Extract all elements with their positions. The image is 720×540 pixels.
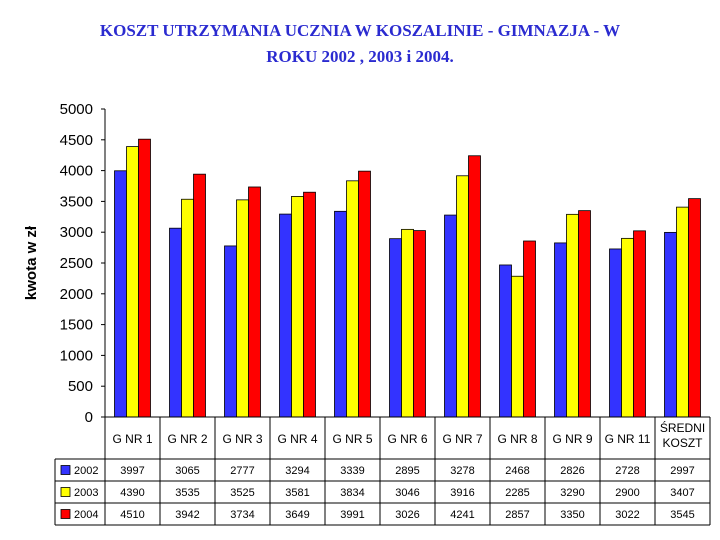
table-cell-value: 3942 <box>175 509 199 521</box>
bar-2004 <box>193 173 206 418</box>
table-cell-value: 3834 <box>340 487 364 499</box>
table-cell-value: 3022 <box>615 509 639 521</box>
bar-2003 <box>181 198 194 418</box>
bar-2004 <box>468 155 481 418</box>
table-cell-value: 2997 <box>670 465 694 477</box>
category-label: G NR 3 <box>222 432 262 446</box>
bar-2004 <box>523 240 536 418</box>
category-label: G NR 5 <box>332 432 372 446</box>
y-tick-label: 1000 <box>60 347 93 364</box>
category-label: G NR 9 <box>552 432 592 446</box>
legend-swatch-2004 <box>60 509 71 519</box>
table-cell-value: 3997 <box>120 465 144 477</box>
table-cell-value: 2900 <box>615 487 639 499</box>
table-cell-value: 3278 <box>450 465 474 477</box>
bar-2004 <box>578 210 591 418</box>
table-cell-value: 3734 <box>230 509 254 521</box>
category-label: G NR 8 <box>497 432 537 446</box>
bar-2002 <box>664 231 677 418</box>
bar-2002 <box>389 238 402 418</box>
bar-2003 <box>126 146 139 418</box>
table-cell-value: 2895 <box>395 465 419 477</box>
table-cell-value: 4390 <box>120 487 144 499</box>
bar-2004 <box>248 186 261 418</box>
bar-2002 <box>114 170 127 418</box>
table-cell-value: 2777 <box>230 465 254 477</box>
table-cell-value: 4510 <box>120 509 144 521</box>
table-cell-value: 3046 <box>395 487 419 499</box>
bar-2003 <box>401 228 414 418</box>
table-cell-value: 3545 <box>670 509 694 521</box>
y-tick-label: 1500 <box>60 317 93 334</box>
table-cell-value: 2728 <box>615 465 639 477</box>
table-cell-value: 3339 <box>340 465 364 477</box>
y-tick-label: 500 <box>68 378 93 395</box>
table-cell-value: 3581 <box>285 487 309 499</box>
legend-label: 2002 <box>74 465 98 477</box>
y-tick-label: 2000 <box>60 286 93 303</box>
table-cell-value: 3525 <box>230 487 254 499</box>
bar-2003 <box>456 175 469 418</box>
category-label: G NR 11 <box>605 432 651 446</box>
table-cell-value: 3991 <box>340 509 364 521</box>
table-cell-value: 3407 <box>670 487 694 499</box>
y-axis-label: kwota w zł <box>23 225 40 300</box>
table-cell-value: 3649 <box>285 509 309 521</box>
bar-2002 <box>554 242 567 418</box>
bar-2004 <box>138 138 151 418</box>
legend-swatch-2003 <box>60 487 71 497</box>
bar-2002 <box>499 264 512 418</box>
y-tick-label: 4500 <box>60 132 93 149</box>
bar-2002 <box>334 210 347 418</box>
category-label: G NR 2 <box>167 432 207 446</box>
table-cell-value: 3350 <box>560 509 584 521</box>
chart-title-line-1: KOSZT UTRZYMANIA UCZNIA W KOSZALINIE - G… <box>99 21 621 40</box>
category-label: G NR 1 <box>112 432 152 446</box>
table-cell-value: 2857 <box>505 509 529 521</box>
bar-2002 <box>609 248 622 418</box>
y-tick-label: 4000 <box>60 163 93 180</box>
table-cell-value: 3026 <box>395 509 419 521</box>
table-cell-value: 2826 <box>560 465 584 477</box>
bar-2003 <box>566 213 579 418</box>
y-tick-label: 2500 <box>60 255 93 272</box>
legend-label: 2003 <box>74 487 98 499</box>
category-label: G NR 6 <box>387 432 427 446</box>
table-cell-value: 3294 <box>285 465 309 477</box>
bar-2003 <box>676 206 689 418</box>
bar-2003 <box>346 180 359 418</box>
table-cell-value: 4241 <box>450 509 474 521</box>
table-cell-value: 2468 <box>505 465 529 477</box>
bar-2003 <box>621 237 634 418</box>
bar-2004 <box>413 230 426 418</box>
table-cell-value: 3065 <box>175 465 199 477</box>
y-tick-label: 3000 <box>60 224 93 241</box>
y-tick-label: 3500 <box>60 193 93 210</box>
bar-2004 <box>358 170 371 418</box>
bar-2004 <box>633 230 646 418</box>
category-label: ŚREDNI KOSZT <box>660 420 705 450</box>
bar-2003 <box>511 275 524 418</box>
category-label: G NR 7 <box>442 432 482 446</box>
bar-2003 <box>291 196 304 418</box>
table-cell-value: 3290 <box>560 487 584 499</box>
bar-2004 <box>688 198 701 418</box>
table-cell-value: 3535 <box>175 487 199 499</box>
y-tick-label: 5000 <box>60 101 93 118</box>
bar-2004 <box>303 191 316 418</box>
table-cell-value: 3916 <box>450 487 474 499</box>
y-tick-label: 0 <box>85 409 93 426</box>
bar-2002 <box>169 227 182 418</box>
chart-title-line-2: ROKU 2002 , 2003 i 2004. <box>266 47 454 66</box>
legend-swatch-2002 <box>60 465 71 475</box>
bar-2002 <box>279 213 292 418</box>
bar-2002 <box>224 245 237 418</box>
category-label: G NR 4 <box>277 432 317 446</box>
legend-label: 2004 <box>74 509 98 521</box>
bar-2002 <box>444 214 457 418</box>
bar-2003 <box>236 199 249 418</box>
table-cell-value: 2285 <box>505 487 529 499</box>
